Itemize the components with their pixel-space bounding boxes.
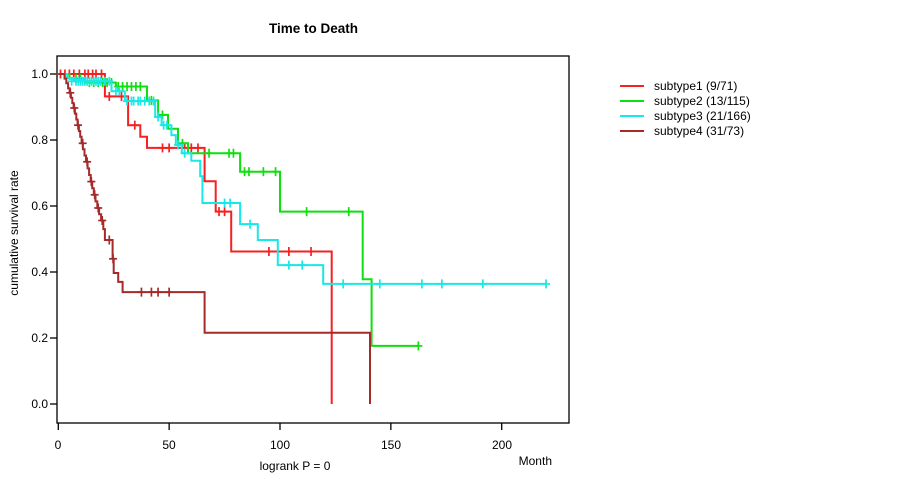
legend-line-subtype3 bbox=[620, 114, 644, 117]
legend-line-subtype2 bbox=[620, 99, 644, 102]
legend-label-subtype2: subtype2 (13/115) bbox=[654, 93, 750, 108]
survival-curve-2 bbox=[58, 73, 419, 347]
legend-label-subtype3: subtype3 (21/166) bbox=[654, 108, 751, 123]
legend-line-subtype4 bbox=[620, 129, 644, 132]
legend-item-subtype3: subtype3 (21/166) bbox=[620, 108, 751, 123]
y-tick-label-0.8: 0.8 bbox=[31, 133, 48, 147]
legend-label-subtype1: subtype1 (9/71) bbox=[654, 78, 738, 93]
legend-item-subtype4: subtype4 (31/73) bbox=[620, 123, 751, 138]
y-tick-label-1.0: 1.0 bbox=[31, 67, 48, 81]
legend: subtype1 (9/71) subtype2 (13/115) subtyp… bbox=[620, 78, 751, 138]
legend-item-subtype1: subtype1 (9/71) bbox=[620, 78, 751, 93]
x-tick-label-0: 0 bbox=[54, 438, 62, 452]
y-tick-label-0.2: 0.2 bbox=[31, 331, 48, 345]
x-tick-label-200: 200 bbox=[491, 438, 513, 452]
survival-curve-4 bbox=[58, 73, 371, 404]
y-axis-title: cumulative survival rate bbox=[7, 170, 21, 296]
censor-marks-3 bbox=[67, 76, 551, 289]
km-step-path bbox=[58, 73, 371, 404]
chart-title: Time to Death bbox=[268, 21, 358, 36]
censor-marks-1 bbox=[56, 69, 316, 257]
survival-curve-1 bbox=[58, 73, 333, 404]
legend-line-subtype1 bbox=[620, 84, 644, 87]
legend-item-subtype2: subtype2 (13/115) bbox=[620, 93, 751, 108]
censor-marks-2 bbox=[72, 74, 423, 351]
y-tick-label-0.6: 0.6 bbox=[31, 199, 48, 213]
y-tick-label-0.4: 0.4 bbox=[31, 265, 48, 279]
x-tick-label-50: 50 bbox=[162, 438, 176, 452]
x-tick-label-150: 150 bbox=[380, 438, 402, 452]
y-tick-label-0.0: 0.0 bbox=[31, 397, 48, 411]
logrank-annotation: logrank P = 0 bbox=[259, 459, 331, 473]
x-tick-label-100: 100 bbox=[269, 438, 291, 452]
censor-marks-4 bbox=[66, 88, 174, 297]
plot-box bbox=[56, 55, 570, 424]
axis-ticks bbox=[50, 73, 503, 430]
km-step-path bbox=[58, 73, 333, 404]
x-axis-unit-label: Month bbox=[518, 454, 552, 468]
km-step-path bbox=[58, 73, 419, 347]
legend-label-subtype4: subtype4 (31/73) bbox=[654, 123, 745, 138]
